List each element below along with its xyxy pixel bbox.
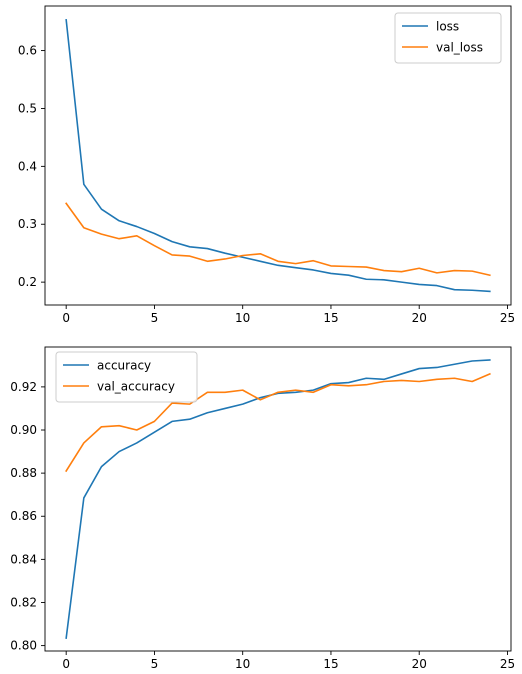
- y-tick-label: 0.2: [18, 275, 37, 289]
- legend: loss val_loss: [394, 12, 502, 64]
- x-tick-label: 15: [323, 311, 338, 325]
- axes-frame: [44, 346, 512, 652]
- legend-box: [55, 351, 198, 403]
- x-tick-label: 25: [500, 311, 515, 325]
- x-tick-label: 0: [62, 657, 70, 671]
- y-tick-label: 0.3: [18, 217, 37, 231]
- axes-frame: [44, 5, 512, 306]
- x-tick-label: 20: [412, 311, 427, 325]
- y-tick-label: 0.90: [10, 423, 37, 437]
- chart-panel-1: 0 5 10 15 20 25 0.2 0.3 0.4 0.5 0.6 loss val_loss: [18, 5, 515, 325]
- y-tick-label: 0.5: [18, 101, 37, 115]
- x-tick-label: 10: [235, 311, 250, 325]
- x-tick-label: 20: [412, 657, 427, 671]
- series-line-accuracy: [65, 359, 491, 639]
- x-tick-label: 5: [151, 311, 159, 325]
- x-tick-label: 0: [62, 311, 70, 325]
- series-line-loss: [65, 19, 491, 293]
- y-tick-label: 0.80: [10, 639, 37, 653]
- legend-label-loss: loss: [436, 20, 459, 34]
- series-line-val_accuracy: [65, 372, 491, 473]
- y-tick-label: 0.88: [10, 466, 37, 480]
- x-tick-label: 10: [235, 657, 250, 671]
- series-line-val_loss: [65, 202, 491, 277]
- legend-label-val_loss: val_loss: [436, 41, 483, 55]
- legend-label-val_accuracy: val_accuracy: [97, 380, 175, 394]
- x-tick-label: 5: [151, 657, 159, 671]
- y-tick-label: 0.82: [10, 595, 37, 609]
- x-tick-label: 15: [323, 657, 338, 671]
- y-tick-label: 0.92: [10, 380, 37, 394]
- x-tick-label: 25: [500, 657, 515, 671]
- y-tick-label: 0.6: [18, 44, 37, 58]
- legend: accuracy val_accuracy: [55, 351, 198, 403]
- y-tick-label: 0.86: [10, 509, 37, 523]
- legend-label-accuracy: accuracy: [97, 359, 151, 373]
- chart-panel-2: 0 5 10 15 20 25 0.80 0.82 0.84 0.86 0.88 0.90 0.92 ac…: [10, 346, 515, 671]
- y-tick-label: 0.4: [18, 159, 37, 173]
- y-tick-label: 0.84: [10, 552, 37, 566]
